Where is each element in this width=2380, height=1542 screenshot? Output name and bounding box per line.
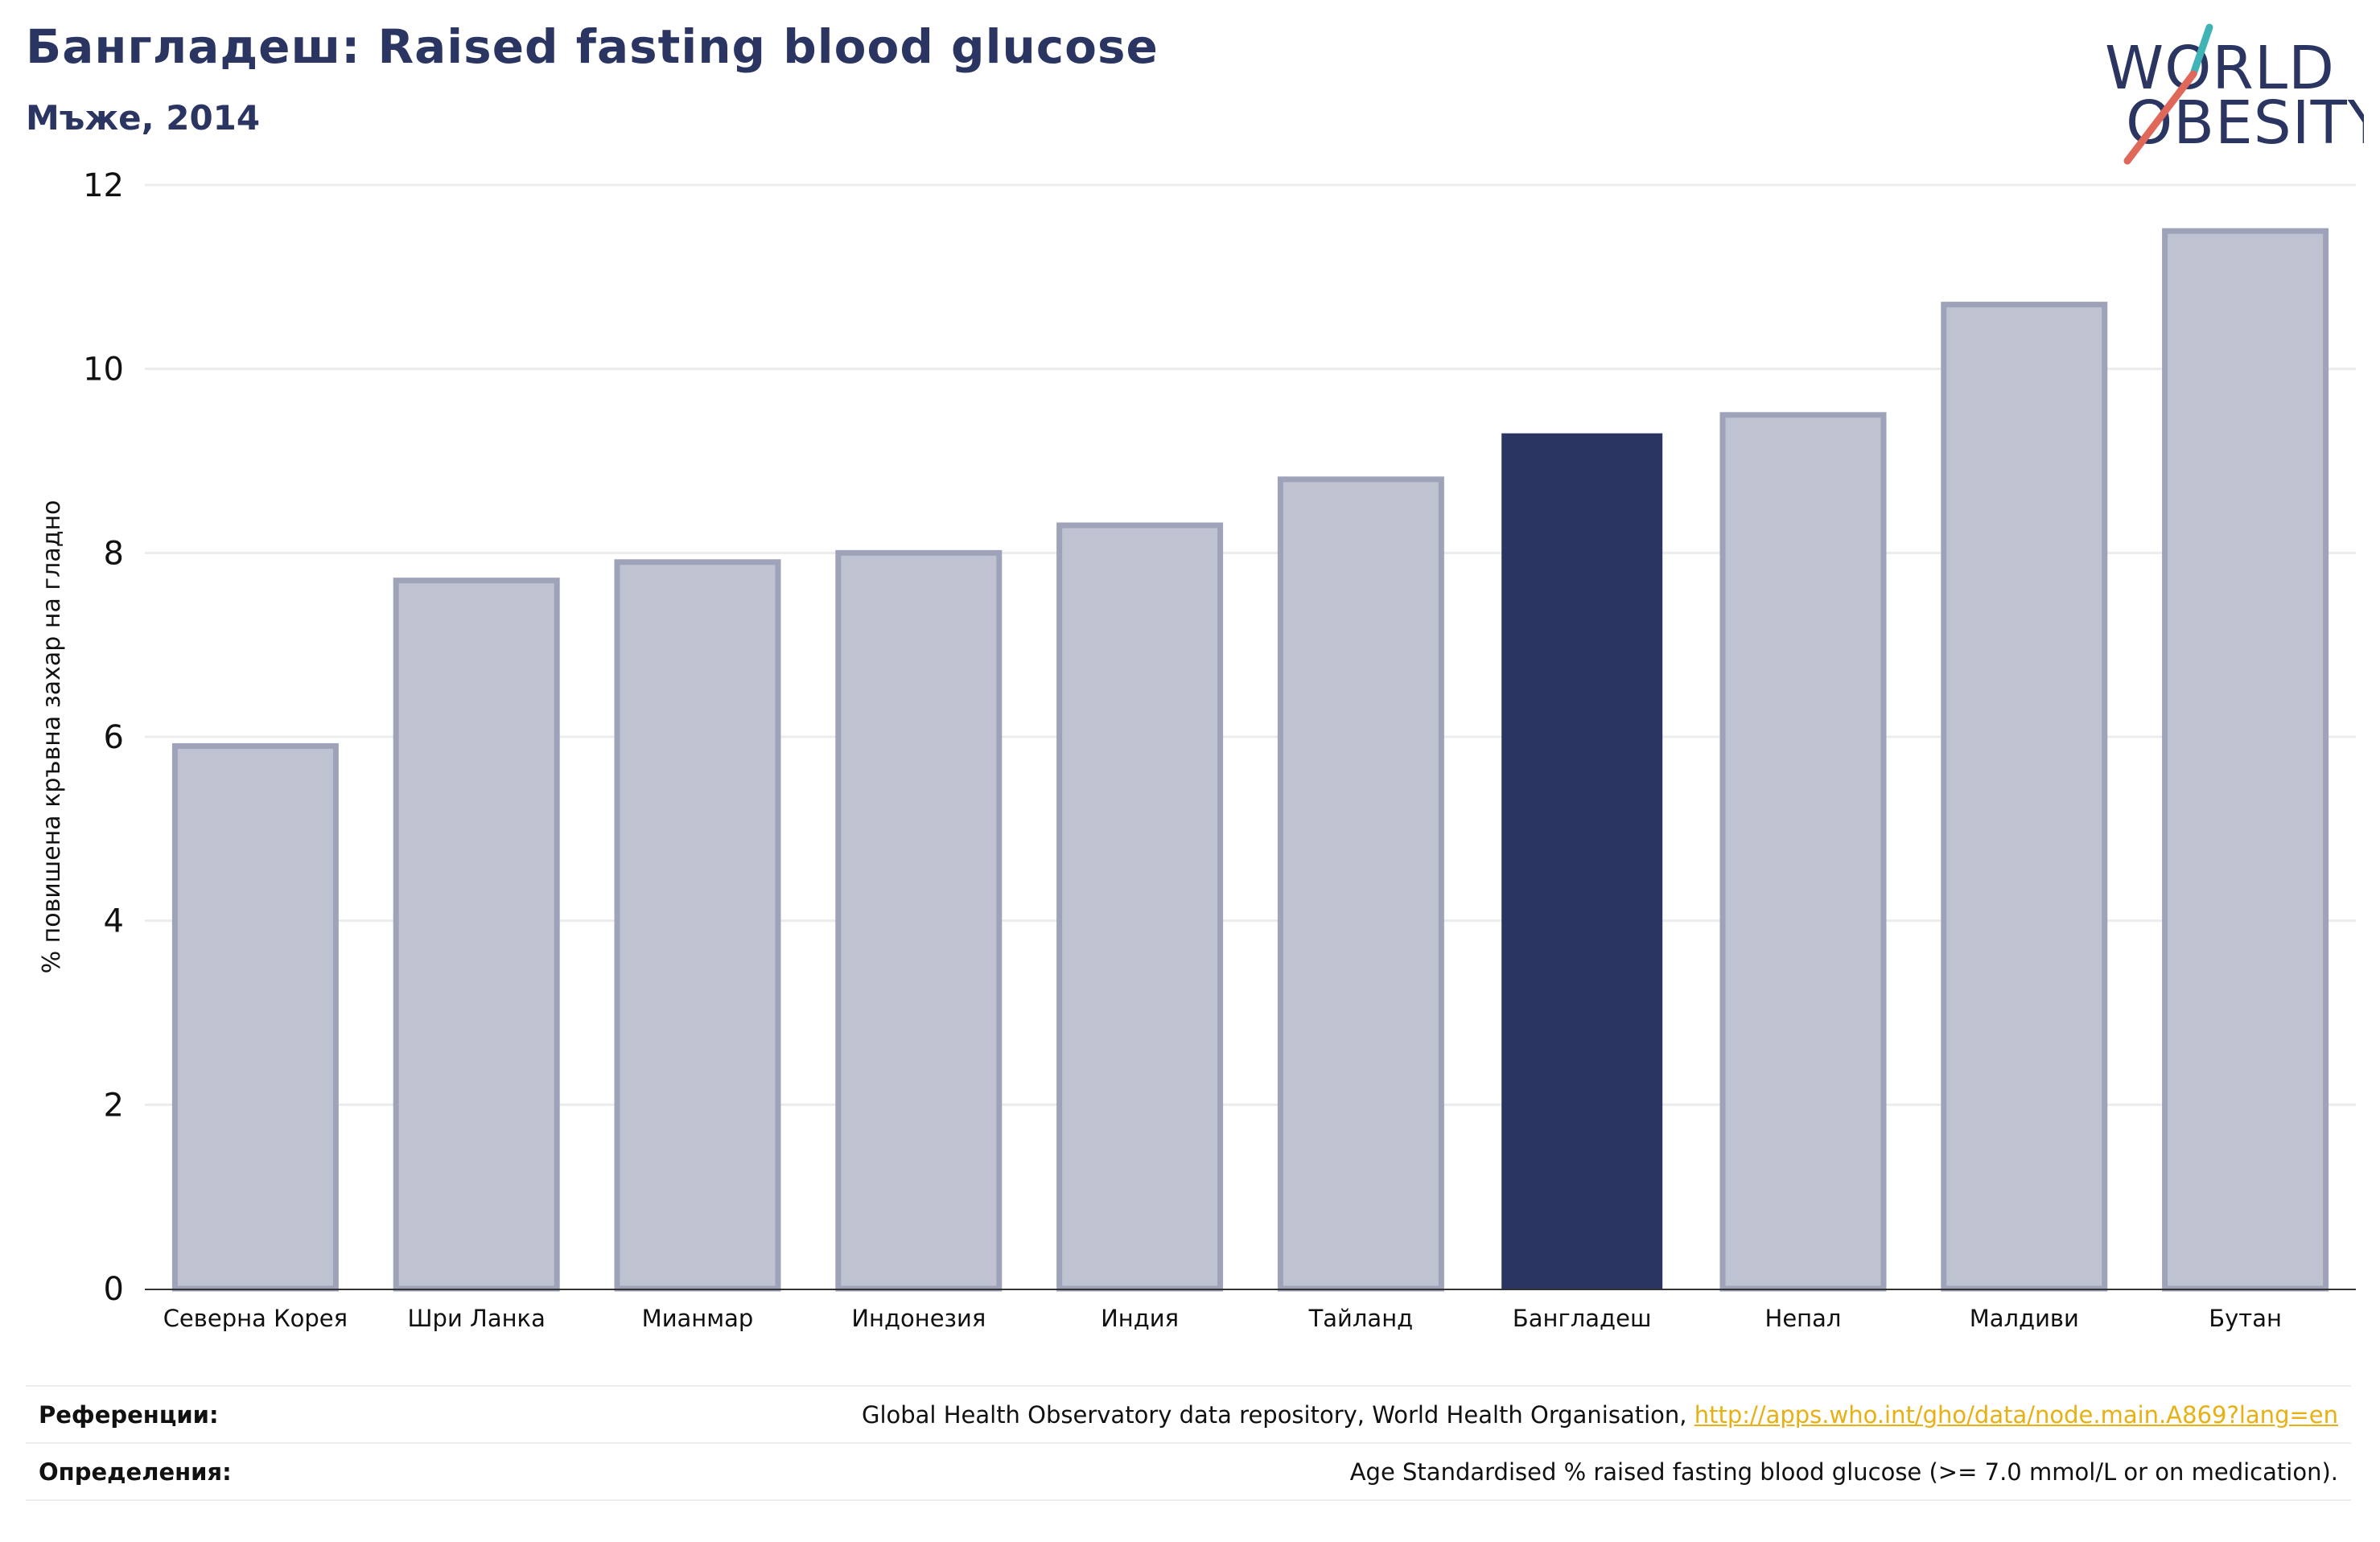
bar — [1719, 412, 1887, 1292]
logo-line1: WORLD — [2105, 34, 2335, 103]
bar — [614, 559, 781, 1292]
page-subtitle: Мъже, 2014 — [26, 98, 261, 138]
y-tick-label: 8 — [104, 535, 124, 572]
x-tick-label: Тайланд — [1308, 1305, 1414, 1332]
bar — [1277, 476, 1444, 1292]
logo-slash-red — [2123, 70, 2197, 165]
x-tick-label: Малдиви — [1970, 1305, 2079, 1332]
references-row: Референции: Global Health Observatory da… — [26, 1385, 2351, 1443]
y-tick-label: 4 — [104, 903, 124, 940]
y-axis-label: % повишена кръвна захар на гладно — [38, 500, 66, 974]
y-tick-label: 0 — [104, 1271, 124, 1308]
bar — [1941, 302, 2108, 1292]
x-tick-label: Индия — [1101, 1305, 1179, 1332]
x-tick-label: Бутан — [2209, 1305, 2282, 1332]
bar — [171, 742, 339, 1292]
x-tick-label: Шри Ланка — [408, 1305, 546, 1332]
x-tick-label: Северна Корея — [163, 1305, 348, 1332]
logo-line2: OBESITY — [2126, 88, 2364, 158]
y-tick-label: 6 — [104, 719, 124, 756]
bar-highlight — [1501, 433, 1663, 1289]
definitions-row: Определения: Age Standardised % raised f… — [26, 1442, 2351, 1500]
bar — [2162, 228, 2329, 1292]
page-title: Бангладеш: Raised fasting blood glucose — [26, 19, 1159, 74]
x-tick-label: Бангладеш — [1513, 1305, 1652, 1332]
x-axis-labels: Северна Корея Шри Ланка Мианмар Индонезия Ин… — [163, 1305, 2282, 1332]
world-obesity-logo: WORLD OBESITY — [2105, 23, 2364, 165]
bar — [393, 578, 560, 1292]
bar-chart: 0 2 4 6 8 10 12 Северна Корея Шри Ланка Мианмар И… — [38, 167, 2356, 1332]
bar — [835, 549, 1003, 1292]
x-tick-label: Индонезия — [851, 1305, 986, 1332]
x-tick-label: Непал — [1765, 1305, 1842, 1332]
y-axis-ticks: 0 2 4 6 8 10 12 — [83, 167, 124, 1308]
bars — [171, 228, 2329, 1292]
x-tick-label: Мианмар — [642, 1305, 754, 1332]
references-text-group: Global Health Observatory data repositor… — [862, 1401, 2351, 1429]
references-label: Референции: — [39, 1401, 219, 1429]
logo-slash-teal — [2189, 23, 2213, 78]
definitions-text: Age Standardised % raised fasting blood … — [1349, 1458, 2338, 1486]
footer-divider — [26, 1499, 2351, 1501]
y-tick-label: 10 — [83, 352, 124, 389]
references-text: Global Health Observatory data repositor… — [861, 1401, 1687, 1429]
references-link[interactable]: http://apps.who.int/gho/data/node.main.A… — [1694, 1401, 2338, 1429]
definitions-label: Определения: — [39, 1458, 232, 1486]
y-tick-label: 12 — [83, 167, 124, 204]
bar — [1056, 522, 1224, 1292]
y-tick-label: 2 — [104, 1087, 124, 1124]
